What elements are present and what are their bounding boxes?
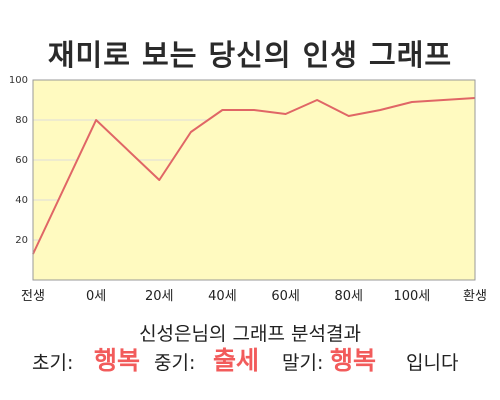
- y-tick-labels: 20 40 60 80 100: [9, 75, 28, 246]
- x-tick-label: 100세: [393, 289, 430, 304]
- result-suffix: 입니다: [406, 352, 459, 374]
- x-tick-label: 20세: [145, 289, 174, 304]
- plot-frame: [32, 79, 476, 281]
- x-tick-label: 0세: [86, 289, 106, 304]
- middle-value: 출세: [213, 346, 260, 375]
- x-tick-label: 60세: [271, 289, 300, 304]
- early-label: 초기:: [32, 352, 74, 374]
- middle-label: 중기:: [154, 352, 196, 374]
- y-tick-label: 80: [15, 115, 28, 126]
- x-tick-label: 전생: [21, 289, 45, 304]
- chart-title: 재미로 보는 당신의 인생 그래프: [47, 38, 453, 72]
- y-tick-label: 100: [9, 75, 28, 86]
- life-line: [32, 97, 476, 255]
- x-tick-label: 환생: [463, 289, 487, 304]
- x-tick-labels: 전생 0세 20세 40세 60세 80세 100세 환생: [21, 289, 487, 304]
- early-value: 행복: [94, 346, 141, 375]
- analysis-heading: 신성은님의 그래프 분석결과: [139, 323, 361, 345]
- x-tick-label: 40세: [208, 289, 237, 304]
- life-area: [33, 98, 475, 280]
- late-label: 말기:: [282, 352, 324, 374]
- late-value: 행복: [330, 346, 377, 375]
- y-tick-label: 40: [15, 195, 28, 206]
- x-tick-label: 80세: [334, 289, 363, 304]
- y-tick-label: 60: [15, 155, 28, 166]
- y-tick-label: 20: [15, 235, 28, 246]
